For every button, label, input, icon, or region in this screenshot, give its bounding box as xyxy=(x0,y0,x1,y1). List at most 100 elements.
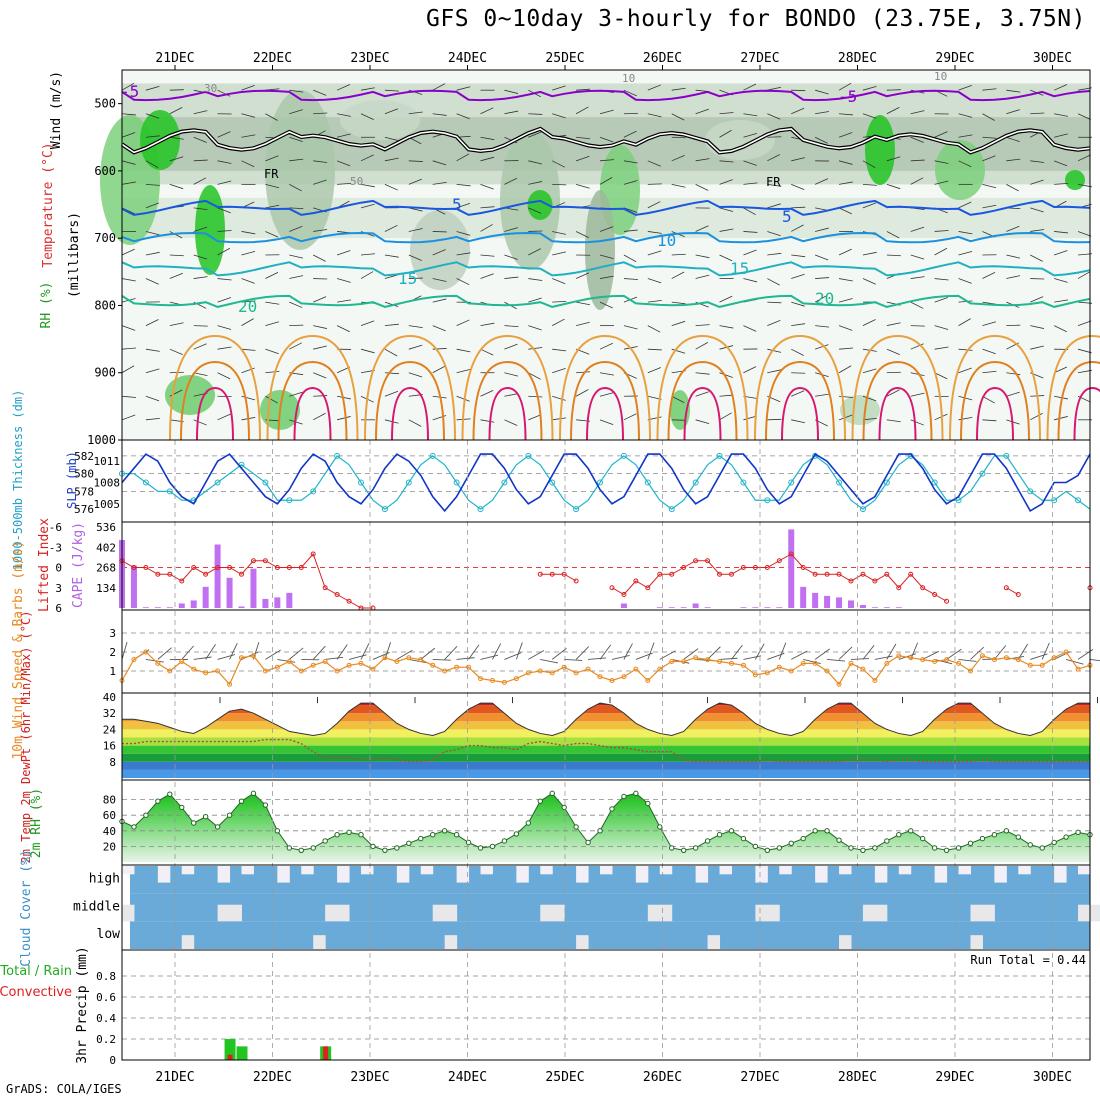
wind-barb xyxy=(289,254,304,259)
rh-point xyxy=(310,845,316,851)
wind-barb xyxy=(1006,184,1019,192)
wind-barb xyxy=(337,416,351,421)
rh-point xyxy=(537,798,543,804)
wind-barb xyxy=(934,230,949,232)
thickness-point xyxy=(620,452,627,459)
freezing-level-inner xyxy=(121,128,1091,154)
rh-point xyxy=(860,847,866,853)
wind-barb xyxy=(121,278,136,282)
lifted-point xyxy=(621,592,627,597)
date-label-bottom: 23DEC xyxy=(350,1070,389,1085)
wind-barb xyxy=(1006,372,1021,376)
wind-barb xyxy=(360,154,374,162)
cape-bar xyxy=(656,607,663,608)
wind-barb xyxy=(313,412,326,421)
wind-barb xyxy=(169,348,183,356)
wind-barb xyxy=(934,160,949,164)
wind-barb xyxy=(1054,395,1068,400)
cloud-gap-low xyxy=(181,935,195,949)
wind-barb xyxy=(384,224,398,232)
wind-barb xyxy=(145,368,160,374)
wind-barb xyxy=(982,348,996,355)
cape-bar xyxy=(812,592,819,608)
wind-barb xyxy=(767,252,782,256)
cloud-gap-low xyxy=(313,935,326,949)
wind-barb xyxy=(241,348,256,351)
thickness-point xyxy=(405,479,412,486)
cloud-label-low: low xyxy=(97,927,121,942)
temp-contour-10 xyxy=(121,231,1091,244)
rh-point xyxy=(453,832,460,838)
wind10m-point xyxy=(155,660,161,666)
wind-barb xyxy=(599,177,613,185)
wind-barb xyxy=(480,389,494,397)
wind-barb xyxy=(647,367,661,374)
wind-barb xyxy=(217,180,232,185)
rh-point xyxy=(872,845,878,851)
wind-barb xyxy=(719,179,733,185)
wind10m-point xyxy=(908,655,914,661)
wind-barb xyxy=(1077,154,1091,162)
lifted-point xyxy=(932,592,938,597)
rh-point xyxy=(716,832,723,838)
cape-bar xyxy=(764,607,771,608)
lifted-line xyxy=(611,553,947,602)
wind-barb xyxy=(169,254,184,257)
wind-barb xyxy=(1077,320,1092,327)
temp-loop xyxy=(196,386,234,441)
precip-tick: 0.8 xyxy=(96,970,116,983)
ylabel-total-rain: Total / Rain xyxy=(0,964,72,979)
rh-point xyxy=(1015,834,1021,840)
precip-total-bar xyxy=(224,1039,236,1060)
wind-barb xyxy=(719,160,734,163)
rh-point xyxy=(919,835,926,842)
wind10m-barb xyxy=(970,646,985,660)
wind10m-point xyxy=(693,655,699,661)
wind-barb xyxy=(217,297,231,303)
date-label-top: 27DEC xyxy=(740,51,779,66)
wind-barb xyxy=(815,344,829,350)
wind-barb xyxy=(958,250,973,256)
rh-point xyxy=(131,824,137,830)
wind-barb xyxy=(671,301,686,305)
date-label-bottom: 26DEC xyxy=(643,1070,682,1085)
cloud-gap-high xyxy=(898,866,912,875)
wind-barb xyxy=(552,395,566,401)
wind-barb xyxy=(313,296,327,303)
wind10m-barb xyxy=(312,645,326,660)
cloud-gap-high xyxy=(839,866,852,875)
ylabel-slp: SLP (mb) xyxy=(65,451,79,509)
temp-loop xyxy=(586,386,624,441)
cloud-gap-high xyxy=(420,866,434,875)
wind-barb xyxy=(719,394,734,397)
cloud-gap-middle xyxy=(432,904,446,922)
wind10m-barb xyxy=(778,642,787,660)
wind-barb xyxy=(671,87,686,91)
ylabel-lifted-index: Lifted Index xyxy=(37,518,52,612)
wind10m-barb xyxy=(791,650,808,660)
thickness-point xyxy=(979,470,986,477)
wind10m-point xyxy=(728,660,734,666)
wind10m-point xyxy=(585,666,591,672)
wind-barb xyxy=(193,419,207,426)
wind-barb xyxy=(528,372,541,380)
rh-point xyxy=(501,838,508,844)
cape-bar xyxy=(154,607,161,608)
wind10m-barb xyxy=(719,657,738,660)
wind-speed-label: 50 xyxy=(350,175,363,188)
wind-barb xyxy=(528,347,543,350)
temp-loop xyxy=(293,386,332,441)
rh-point xyxy=(549,790,555,797)
wind-barb xyxy=(1077,348,1092,354)
wind-barb xyxy=(575,272,590,279)
rh-shading xyxy=(100,83,1090,430)
wind10m-barb xyxy=(683,648,699,660)
wind-barb xyxy=(1054,250,1068,256)
wind-barb xyxy=(121,414,136,421)
wind-barb xyxy=(743,133,758,138)
wind-barb xyxy=(576,321,590,327)
thickness-point xyxy=(597,479,604,486)
wind-barb xyxy=(217,325,232,330)
cloud-gap-middle xyxy=(552,904,565,922)
wind10m-barb xyxy=(1017,643,1029,660)
